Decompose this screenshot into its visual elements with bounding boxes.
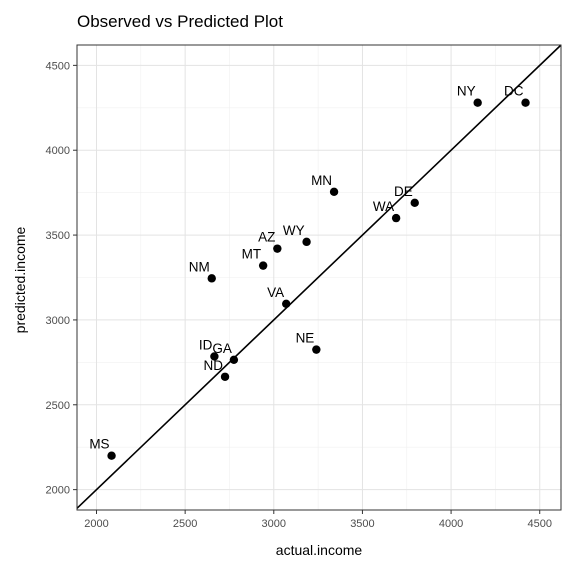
point-label-de: DE: [394, 184, 413, 199]
data-point-nd: [220, 372, 230, 381]
x-tick-label: 3500: [350, 518, 374, 530]
x-tick-label: 2000: [84, 518, 108, 530]
point-label-az: AZ: [258, 230, 275, 245]
x-tick-label: 4000: [439, 518, 463, 530]
reference-line-layer: [76, 44, 562, 509]
point-label-ms: MS: [89, 437, 109, 452]
point-label-nm: NM: [189, 259, 210, 274]
data-point-mt: [258, 261, 268, 270]
y-tick-label: 4000: [46, 145, 70, 157]
point-label-id: ID: [199, 337, 213, 352]
chart-title: Observed vs Predicted Plot: [77, 12, 283, 31]
y-tick-label: 2000: [46, 485, 70, 497]
y-tick-label: 4500: [46, 60, 70, 72]
data-point-dc: [521, 98, 530, 107]
data-point-mn: [329, 187, 339, 196]
point-label-nd: ND: [204, 358, 224, 373]
x-tick-label: 4500: [527, 518, 551, 530]
data-point-ny: [473, 98, 482, 107]
data-point-de: [410, 198, 419, 208]
data-point-ga: [229, 355, 239, 365]
grid-layer: [77, 45, 561, 510]
identity-reference-line: [76, 44, 562, 509]
data-point-nm: [207, 274, 216, 283]
x-tick-label: 2500: [173, 518, 197, 530]
y-tick-label: 3500: [46, 230, 70, 242]
point-label-dc: DC: [504, 84, 524, 99]
point-label-ny: NY: [457, 84, 476, 99]
data-point-wy: [302, 237, 311, 247]
data-point-ms: [107, 451, 116, 460]
x-axis-label: actual.income: [276, 542, 363, 558]
point-label-va: VA: [267, 285, 284, 300]
point-layer: [107, 98, 530, 460]
point-label-ne: NE: [296, 331, 315, 346]
data-point-az: [273, 244, 282, 253]
x-tick-label: 3000: [262, 518, 286, 530]
point-label-wy: WY: [283, 223, 305, 238]
data-point-va: [282, 299, 291, 309]
data-point-ne: [312, 345, 321, 354]
axis-tick-layer: 2000 2500 3000 3500 4000 4500 2000 2500 3000 3500…: [46, 60, 552, 530]
y-axis-label: predicted.income: [12, 226, 28, 333]
point-label-mt: MT: [242, 247, 262, 262]
panel-border: [76, 44, 562, 511]
data-point-id: [210, 352, 219, 361]
point-label-ga: GA: [212, 341, 232, 356]
point-label-mn: MN: [311, 173, 332, 188]
data-point-wa: [391, 213, 401, 223]
y-tick-label: 3000: [46, 315, 70, 327]
y-tick-label: 2500: [46, 400, 70, 412]
point-label-wa: WA: [373, 199, 394, 214]
